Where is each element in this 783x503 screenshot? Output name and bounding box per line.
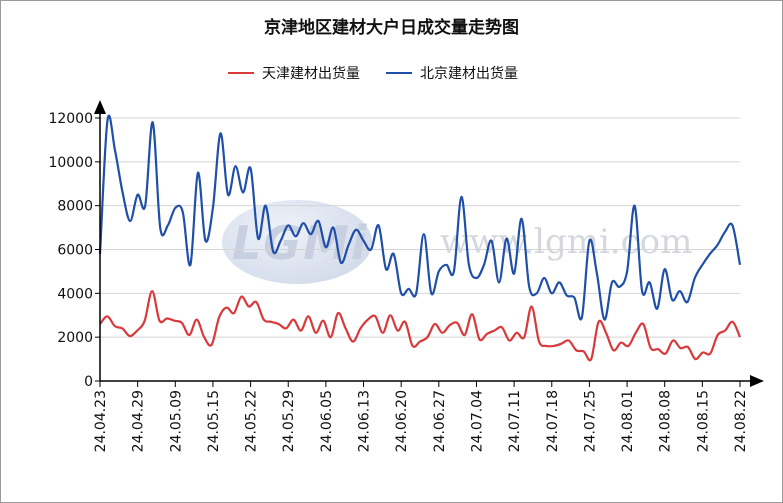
x-tick-label: 24.08.22 <box>733 390 749 452</box>
y-tick-label: 8000 <box>57 199 93 215</box>
legend-item-tianjin: 天津建材出货量 <box>228 63 360 83</box>
x-tick-label: 24.07.18 <box>545 390 561 452</box>
chart-title: 京津地区建材大户日成交量走势图 <box>264 18 519 38</box>
legend-swatch-tianjin <box>228 72 254 74</box>
x-tick-label: 24.07.04 <box>469 390 485 452</box>
x-axis-arrow <box>750 375 764 387</box>
x-tick-label: 24.08.15 <box>695 390 711 452</box>
x-tick-label: 24.05.22 <box>244 390 260 452</box>
x-tick-label: 24.08.08 <box>658 390 674 452</box>
x-tick-label: 24.06.13 <box>357 390 373 452</box>
x-tick-label: 24.07.11 <box>507 390 523 452</box>
x-tick-label: 24.06.20 <box>394 390 410 452</box>
axes <box>94 100 764 387</box>
x-tick-label: 24.05.29 <box>281 390 297 452</box>
x-tick-label: 24.06.05 <box>319 390 335 452</box>
x-tick-label: 24.04.23 <box>93 390 109 452</box>
x-tick-label: 24.05.09 <box>168 390 184 452</box>
series-line-tianjin <box>99 290 742 362</box>
x-tick-label: 24.05.15 <box>206 390 222 452</box>
legend-swatch-beijing <box>386 72 412 74</box>
series-line-beijing <box>98 114 742 321</box>
legend: 天津建材出货量 北京建材出货量 <box>228 62 544 84</box>
y-tick-label: 12000 <box>48 111 93 127</box>
series-lines <box>98 114 742 362</box>
x-tick-label: 24.04.29 <box>131 390 147 452</box>
x-tick-labels: 24.04.23 24.04.29 24.05.09 24.05.15 24.05.22… <box>93 381 749 452</box>
y-tick-label: 0 <box>84 374 93 390</box>
y-tick-labels: 0 2000 4000 6000 8000 10000 12000 <box>48 111 100 390</box>
y-tick-label: 10000 <box>48 155 93 171</box>
legend-item-beijing: 北京建材出货量 <box>386 63 518 83</box>
x-tick-label: 24.08.01 <box>620 390 636 452</box>
y-tick-label: 6000 <box>57 243 93 259</box>
x-tick-label: 24.07.25 <box>582 390 598 452</box>
y-tick-label: 2000 <box>57 330 93 346</box>
x-tick-label: 24.06.27 <box>432 390 448 452</box>
gridlines <box>100 117 740 338</box>
y-axis-arrow <box>94 100 106 114</box>
legend-label-tianjin: 天津建材出货量 <box>262 66 360 82</box>
legend-label-beijing: 北京建材出货量 <box>420 66 518 82</box>
y-tick-label: 4000 <box>57 286 93 302</box>
